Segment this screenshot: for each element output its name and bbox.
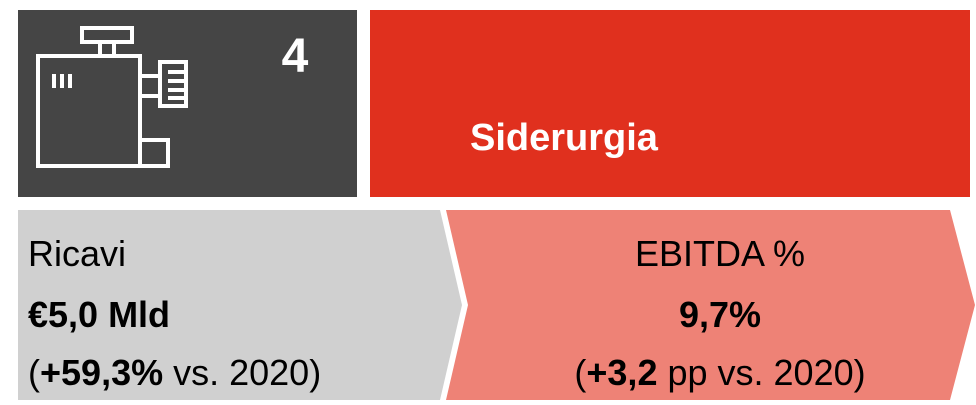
kpi-change: (+59,3% vs. 2020) bbox=[28, 352, 321, 393]
kpi-label: EBITDA % bbox=[635, 233, 805, 274]
kpi-chevron bbox=[18, 210, 462, 400]
text: vs. 2020) bbox=[163, 352, 321, 393]
section-title: Siderurgia bbox=[470, 117, 659, 159]
kpi-value: 9,7% bbox=[679, 294, 761, 335]
title-panel bbox=[370, 10, 970, 197]
kpi-chevron bbox=[446, 210, 975, 400]
kpi-label: Ricavi bbox=[28, 233, 126, 274]
text: pp vs. 2020) bbox=[657, 352, 865, 393]
section-number: 4 bbox=[282, 30, 309, 83]
text: +3,2 bbox=[586, 352, 657, 393]
kpi-value: €5,0 Mld bbox=[28, 294, 170, 335]
steel-icon bbox=[36, 26, 188, 168]
text: ( bbox=[574, 352, 586, 393]
text: ( bbox=[28, 352, 40, 393]
text: +59,3% bbox=[40, 352, 163, 393]
kpi-change: (+3,2 pp vs. 2020) bbox=[574, 352, 865, 393]
